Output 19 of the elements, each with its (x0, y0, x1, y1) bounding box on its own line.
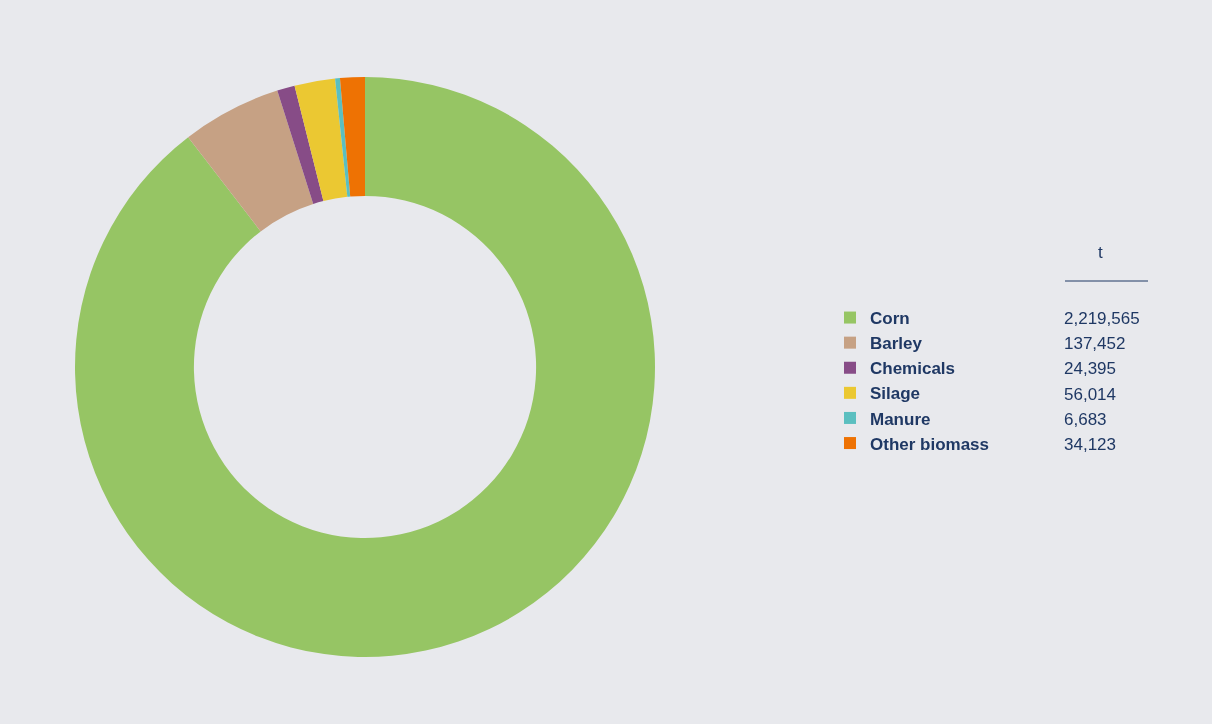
data-label: 6,683 (1064, 410, 1107, 429)
data-label: 34,123 (1064, 435, 1116, 454)
data-label: 137,452 (1064, 334, 1126, 353)
legend-label: Silage (870, 384, 921, 404)
legend-label: Manure (870, 409, 931, 429)
donut-slice (188, 90, 314, 232)
donut-slice (75, 77, 655, 657)
data-label: 24,395 (1064, 359, 1116, 378)
donut-slice (294, 78, 348, 202)
donut-slice (277, 85, 324, 204)
legend-label: Barley (870, 334, 923, 354)
legend-label: Chemicals (870, 359, 956, 379)
donut-slice (335, 78, 351, 197)
data-label: 2,219,565 (1064, 309, 1140, 328)
legend-label: Other biomass (870, 434, 990, 454)
legend-label: Corn (870, 309, 910, 329)
data-label: 56,014 (1064, 385, 1116, 404)
donut-slice (339, 77, 365, 197)
legend-title: t (1098, 243, 1103, 262)
